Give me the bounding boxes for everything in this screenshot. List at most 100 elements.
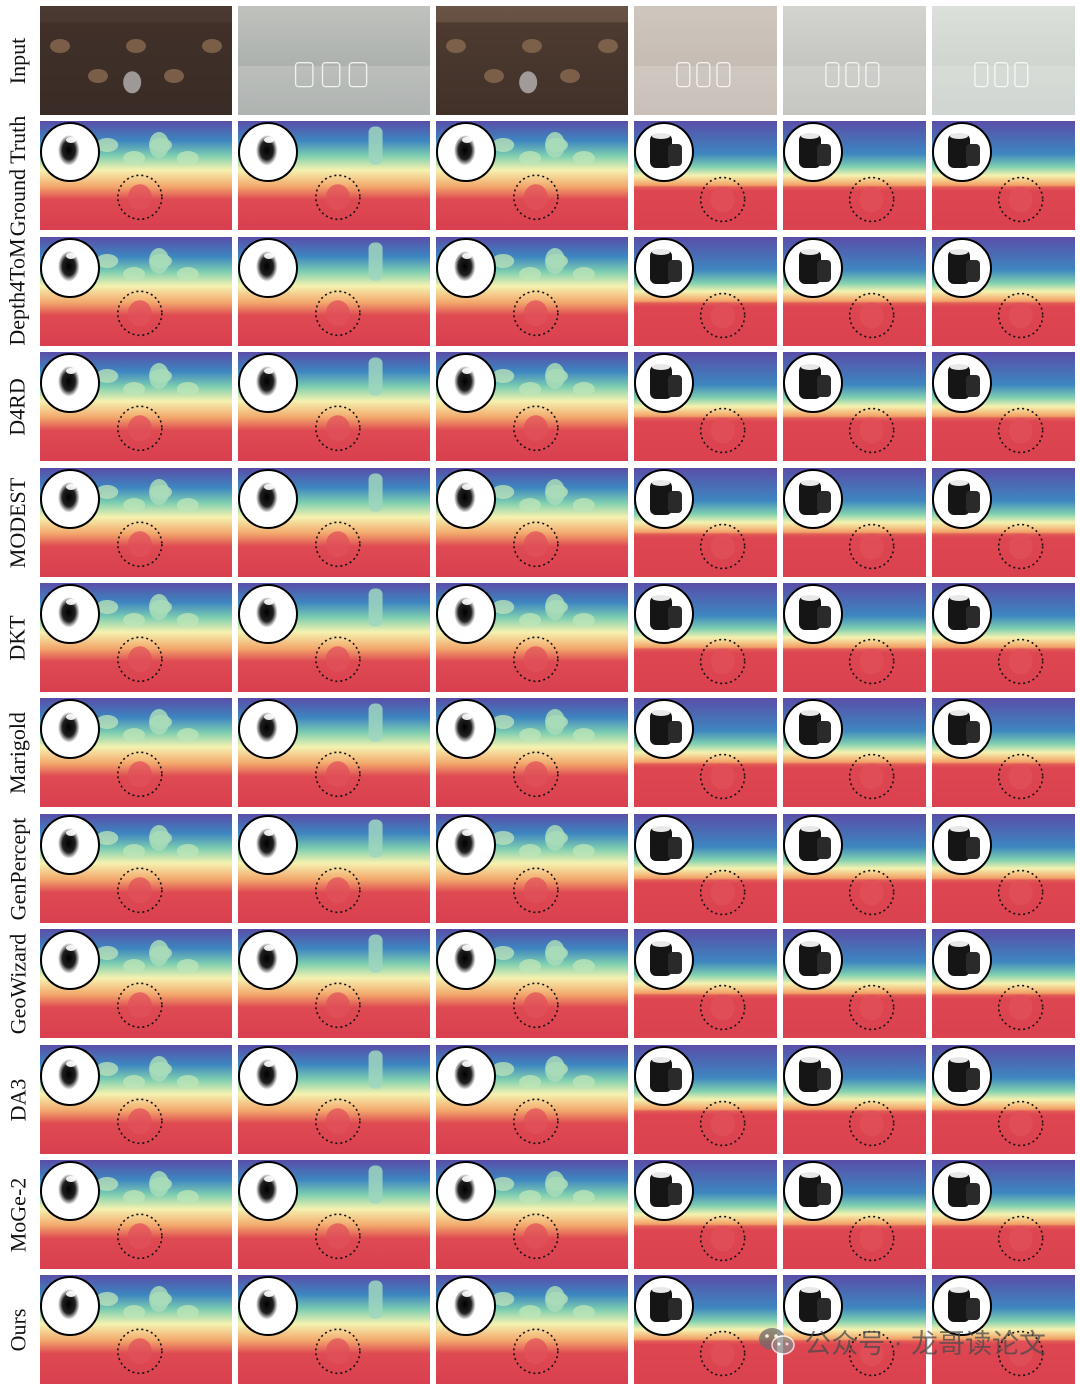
row-label-text: DA3 <box>5 1078 30 1121</box>
depth-map <box>634 237 777 346</box>
depth-map <box>634 1045 777 1154</box>
depth-map <box>40 352 232 461</box>
row-label: MoGe-2 <box>0 1160 36 1269</box>
depth-map <box>40 929 232 1038</box>
depth-map <box>783 237 926 346</box>
row-label-text: MODEST <box>5 477 31 568</box>
row-label: Ground Truth <box>0 115 36 235</box>
depth-map <box>783 929 926 1038</box>
depth-map <box>238 121 430 230</box>
watermark-text: 公众号 · 龙哥读论文 <box>804 1329 1046 1360</box>
depth-map <box>40 1045 232 1154</box>
depth-map <box>634 468 777 577</box>
row-label-text: GenPercept <box>5 817 30 920</box>
depth-map <box>238 814 430 923</box>
input-photo <box>783 6 926 115</box>
depth-map <box>932 1045 1075 1154</box>
depth-map <box>40 583 232 692</box>
watermark: 公众号 · 龙哥读论文 <box>758 1322 1046 1361</box>
depth-map <box>40 1160 232 1269</box>
row-label-text: Ours <box>5 1308 30 1351</box>
row-label-text: DKT <box>5 614 30 661</box>
depth-map <box>436 814 628 923</box>
depth-map <box>783 1045 926 1154</box>
depth-map <box>238 237 430 346</box>
row-label: GeoWizard <box>0 929 36 1038</box>
depth-map <box>932 121 1075 230</box>
depth-map <box>634 583 777 692</box>
depth-map <box>436 929 628 1038</box>
row-label-text: Depth4ToM <box>5 237 31 346</box>
row-label-text: Ground Truth <box>5 115 31 236</box>
depth-map <box>436 1045 628 1154</box>
depth-map <box>932 814 1075 923</box>
depth-map <box>932 583 1075 692</box>
depth-map <box>238 929 430 1038</box>
row-label: Depth4ToM <box>0 237 36 346</box>
depth-map <box>238 1160 430 1269</box>
wechat-icon <box>759 1327 795 1355</box>
depth-map <box>238 352 430 461</box>
depth-map <box>238 698 430 807</box>
depth-map <box>783 1160 926 1269</box>
depth-map <box>634 814 777 923</box>
row-label: Input <box>0 6 36 115</box>
depth-map <box>436 237 628 346</box>
input-photo <box>932 6 1075 115</box>
depth-map <box>40 814 232 923</box>
row-label-text: GeoWizard <box>5 933 31 1034</box>
input-photo <box>40 6 232 115</box>
depth-map <box>238 468 430 577</box>
depth-map <box>40 237 232 346</box>
depth-map <box>634 1160 777 1269</box>
depth-map <box>238 1275 430 1384</box>
depth-map <box>932 929 1075 1038</box>
depth-map <box>634 352 777 461</box>
depth-map <box>932 352 1075 461</box>
depth-map <box>634 929 777 1038</box>
depth-map <box>436 121 628 230</box>
depth-map <box>436 1275 628 1384</box>
depth-map <box>40 1275 232 1384</box>
row-label-text: MoGe-2 <box>5 1177 31 1252</box>
row-label-text: Marigold <box>5 711 31 794</box>
depth-map <box>40 121 232 230</box>
input-photo <box>238 6 430 115</box>
depth-map <box>634 1275 777 1384</box>
row-label: Marigold <box>0 698 36 807</box>
depth-map <box>783 814 926 923</box>
depth-map <box>783 468 926 577</box>
depth-map <box>238 583 430 692</box>
row-label: DKT <box>0 583 36 692</box>
depth-map <box>436 583 628 692</box>
depth-map <box>783 583 926 692</box>
depth-map <box>40 698 232 807</box>
depth-map <box>238 1045 430 1154</box>
depth-map <box>932 1160 1075 1269</box>
depth-map <box>783 352 926 461</box>
row-label: DA3 <box>0 1045 36 1154</box>
depth-map <box>783 121 926 230</box>
depth-map <box>783 698 926 807</box>
depth-map <box>436 468 628 577</box>
depth-map <box>932 1275 1075 1384</box>
row-label: Ours <box>0 1275 36 1384</box>
depth-map <box>436 698 628 807</box>
depth-map <box>634 121 777 230</box>
row-label: GenPercept <box>0 814 36 923</box>
depth-map <box>40 468 232 577</box>
depth-map <box>932 468 1075 577</box>
depth-map <box>932 237 1075 346</box>
input-photo <box>436 6 628 115</box>
input-photo <box>634 6 777 115</box>
depth-map <box>436 352 628 461</box>
row-label-text: Input <box>5 37 31 84</box>
depth-map <box>634 698 777 807</box>
row-label: MODEST <box>0 468 36 577</box>
row-label: D4RD <box>0 352 36 461</box>
depth-map <box>932 698 1075 807</box>
row-label-text: D4RD <box>5 377 31 436</box>
depth-map <box>436 1160 628 1269</box>
depth-map <box>783 1275 926 1384</box>
